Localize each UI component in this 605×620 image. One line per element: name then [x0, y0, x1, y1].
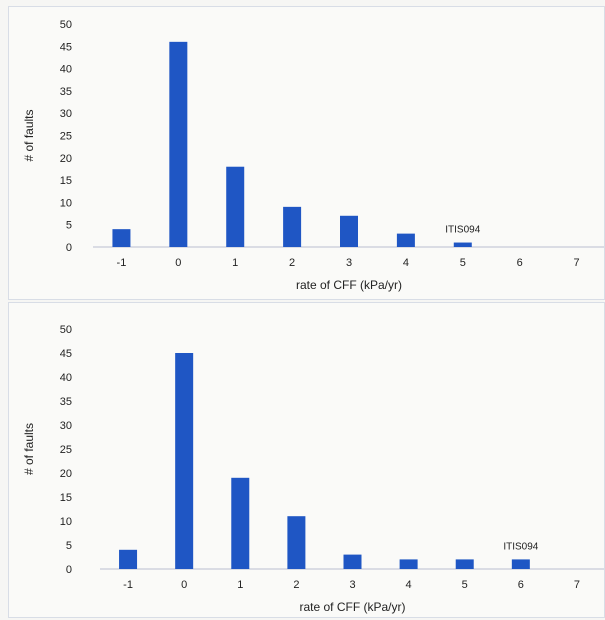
y-tick-label: 20: [60, 468, 72, 480]
x-tick-label: 0: [181, 579, 187, 591]
x-tick-label: 4: [403, 257, 409, 269]
bar: [226, 166, 245, 247]
y-tick-label: 15: [60, 175, 72, 187]
y-tick-label: 45: [60, 41, 72, 53]
y-tick-label: 35: [60, 86, 72, 98]
chart-panel-top: 0 5 10 15 20 25 30 35 40 45 50 -1 0 1 2 3 4 5 6 7 ITIS094 rat…: [8, 6, 605, 300]
y-axis-title: # of faults: [22, 423, 36, 475]
bar: [396, 233, 415, 247]
y-tick-label: 5: [66, 540, 72, 552]
x-tick-label: 3: [349, 579, 355, 591]
x-tick-label: 6: [517, 257, 523, 269]
bar: [511, 559, 530, 569]
x-tick-label: 7: [573, 257, 579, 269]
x-tick-label: 2: [289, 257, 295, 269]
chart-panel-bottom: 0 5 10 15 20 25 30 35 40 45 50 -1 0 1 2 3 4 5 6 7 ITIS094 rat…: [8, 302, 605, 618]
x-tick-label: 0: [175, 257, 181, 269]
x-axis-title: rate of CFF (kPa/yr): [299, 600, 405, 614]
y-tick-label: 20: [60, 153, 72, 165]
y-tick-label: 0: [66, 564, 72, 576]
bar: [169, 41, 188, 248]
bar: [340, 215, 358, 247]
x-tick-label: 5: [462, 579, 468, 591]
y-tick-label: 25: [60, 444, 72, 456]
bar: [283, 206, 302, 247]
bar: [343, 554, 362, 569]
x-tick-label: 3: [346, 257, 352, 269]
y-tick-label: 15: [60, 492, 72, 504]
bar: [453, 242, 472, 247]
y-tick-label: 30: [60, 108, 72, 120]
x-tick-label: -1: [123, 579, 133, 591]
y-tick-label: 50: [60, 19, 72, 31]
bar: [399, 559, 418, 569]
x-tick-label: 5: [460, 257, 466, 269]
y-tick-label: 35: [60, 396, 72, 408]
y-tick-label: 0: [66, 242, 72, 254]
y-tick-label: 45: [60, 348, 72, 360]
y-tick-label: 10: [60, 516, 72, 528]
bar-annotation: ITIS094: [503, 541, 538, 552]
y-axis-title: # of faults: [22, 109, 36, 161]
y-tick-label: 40: [60, 372, 72, 384]
y-tick-label: 25: [60, 131, 72, 143]
x-tick-label: 6: [518, 579, 524, 591]
bar: [112, 229, 131, 247]
x-tick-label: 4: [406, 579, 412, 591]
x-tick-label: 1: [237, 579, 243, 591]
x-tick-label: 1: [232, 257, 238, 269]
y-tick-label: 10: [60, 197, 72, 209]
bar: [287, 516, 306, 569]
y-tick-label: 5: [66, 220, 72, 232]
bar: [175, 353, 194, 569]
bar: [231, 477, 250, 569]
y-tick-label: 50: [60, 324, 72, 336]
x-axis-title: rate of CFF (kPa/yr): [296, 278, 402, 292]
bar: [119, 549, 138, 569]
x-tick-label: 7: [574, 579, 580, 591]
x-tick-label: 2: [293, 579, 299, 591]
y-tick-label: 30: [60, 420, 72, 432]
y-tick-label: 40: [60, 64, 72, 76]
bar: [455, 559, 474, 569]
bar-annotation: ITIS094: [445, 225, 480, 236]
x-tick-label: -1: [117, 257, 127, 269]
